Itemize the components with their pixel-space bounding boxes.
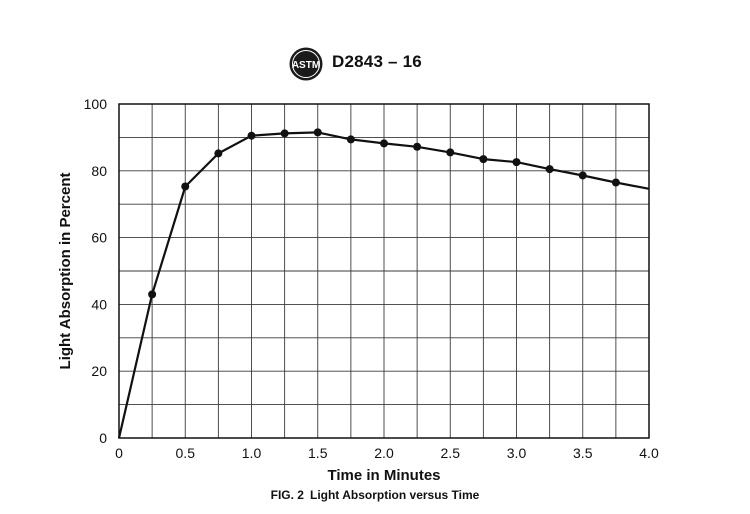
data-point	[247, 131, 256, 140]
astm-logo-icon: ASTM	[289, 47, 323, 81]
x-axis-title: Time in Minutes	[327, 467, 440, 480]
x-tick-label: 3.0	[507, 445, 527, 461]
figure-caption: FIG. 2 Light Absorption versus Time	[0, 488, 750, 502]
y-tick-label: 60	[91, 230, 107, 246]
data-point	[413, 142, 422, 151]
x-tick-label: 2.0	[374, 445, 394, 461]
data-point	[313, 128, 322, 137]
data-point	[181, 182, 190, 191]
data-point	[148, 290, 157, 299]
data-point	[346, 135, 355, 144]
data-point	[214, 149, 223, 158]
y-axis-ticks: 0 20 40 60 80 100	[84, 96, 108, 446]
y-tick-label: 40	[91, 296, 107, 312]
data-point	[280, 129, 289, 138]
x-tick-label: 1.0	[242, 445, 262, 461]
x-tick-label: 3.5	[573, 445, 593, 461]
x-axis-ticks: 0 0.5 1.0 1.5 2.0 2.5 3.0 3.5 4.0	[115, 445, 659, 461]
x-tick-label: 1.5	[308, 445, 328, 461]
data-point	[380, 139, 388, 148]
astm-logo-text: ASTM	[292, 60, 320, 71]
data-point	[446, 148, 455, 157]
y-tick-label: 100	[84, 96, 108, 112]
figure-header: ASTM D2843 – 16	[0, 44, 750, 84]
y-tick-label: 0	[99, 430, 107, 446]
data-point	[512, 158, 521, 167]
light-absorption-chart: 0 0.5 1.0 1.5 2.0 2.5 3.0 3.5 4.0 0 20 40 60 80 100 T…	[57, 96, 659, 480]
y-tick-label: 20	[91, 363, 107, 379]
x-tick-label: 0.5	[176, 445, 196, 461]
y-tick-label: 80	[91, 163, 107, 179]
data-point	[479, 155, 488, 164]
data-point	[611, 178, 620, 187]
data-points	[148, 128, 620, 299]
plot-frame	[118, 103, 650, 439]
document-id: D2843 – 16	[332, 52, 422, 71]
y-axis-title: Light Absorption in Percent	[57, 173, 74, 370]
x-tick-label: 0	[115, 445, 123, 461]
x-tick-label: 4.0	[639, 445, 659, 461]
figure-caption-text: Light Absorption versus Time	[309, 488, 480, 502]
data-point	[578, 171, 587, 180]
x-tick-label: 2.5	[441, 445, 461, 461]
grid-lines	[119, 104, 649, 438]
data-point	[545, 165, 554, 174]
figure-label: FIG. 2	[270, 488, 304, 502]
